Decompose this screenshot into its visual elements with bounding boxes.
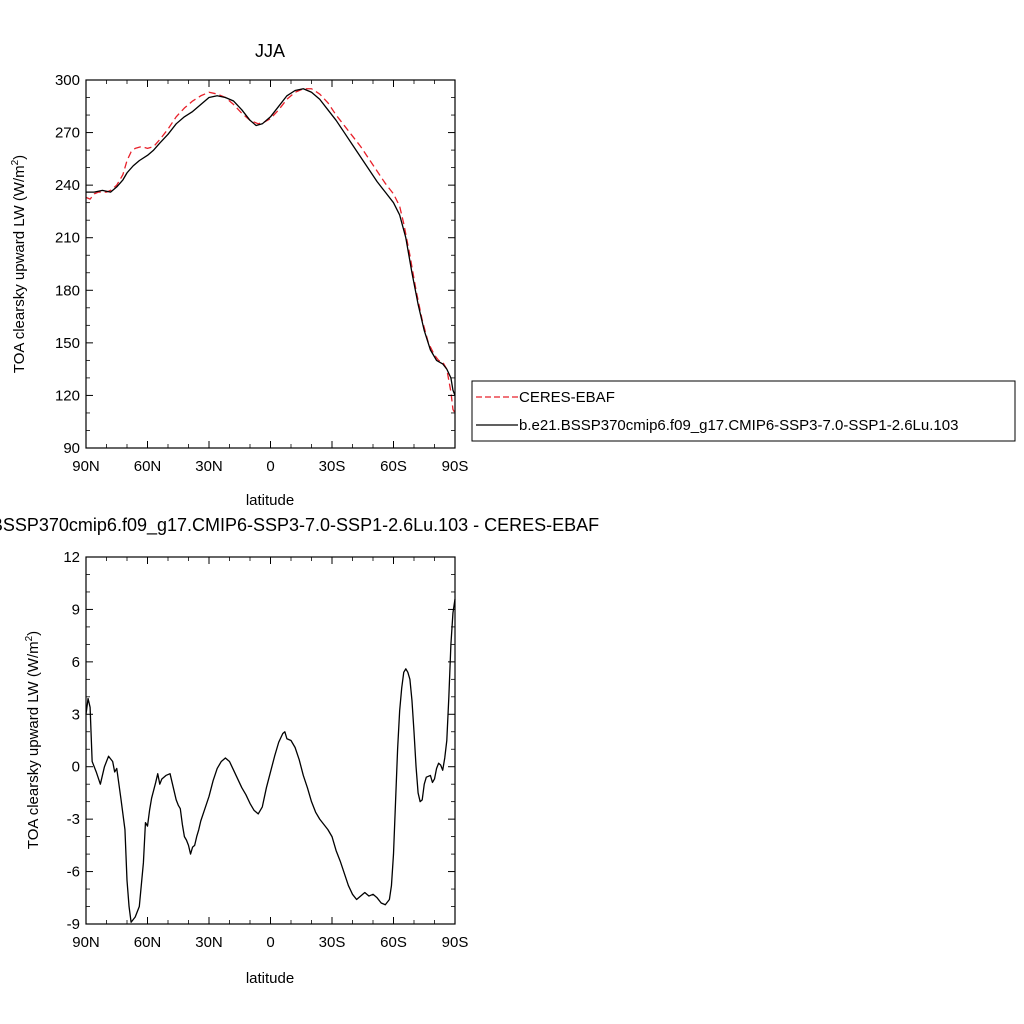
series-line-0-1 [86,88,456,396]
y-tick-label: 240 [55,177,80,194]
legend-label-model: b.e21.BSSP370cmip6.f09_g17.CMIP6-SSP3-7.… [519,417,958,434]
x-tick-label: 30N [195,458,223,475]
legend-frame [471,380,1016,442]
top-chart-title: JJA [255,41,285,61]
y-tick-label: -9 [67,916,80,933]
y-tick-label: 90 [63,440,80,457]
series-line-0-0 [85,88,456,414]
top-plot-area: 90 120 150 180 210 240 270 300 90N 60N 30N 0 30S 60S 9… [55,72,468,475]
top-x-axis-label: latitude [246,492,294,509]
y-tick-label: 300 [55,72,80,89]
top-panel: JJA 90 120 150 180 210 240 270 300 90N 60N 30N 0 30S… [10,41,468,509]
y-tick-label: 6 [72,654,80,671]
x-tick-label: 60N [134,934,162,951]
legend: CERES-EBAF b.e21.BSSP370cmip6.f09_g17.CM… [471,380,1016,442]
bottom-chart-title: b.e21.BSSP370cmip6.f09_g17.CMIP6-SSP3-7.… [0,515,599,536]
y-tick-label: -3 [67,811,80,828]
y-tick-label: 3 [72,706,80,723]
bottom-plot-area: -9 -6 -3 0 3 6 9 12 90N 60N 30N 0 30S 60S 90S [63,549,468,951]
legend-label-ceres: CERES-EBAF [519,389,615,406]
x-tick-label: 60S [380,458,407,475]
x-tick-label: 90S [442,934,469,951]
y-tick-label: 180 [55,282,80,299]
x-tick-label: 90N [72,458,100,475]
x-tick-label: 60N [134,458,162,475]
series-line-1-0 [85,598,456,923]
y-tick-label: 0 [72,759,80,776]
x-tick-label: 60S [380,934,407,951]
bottom-panel: b.e21.BSSP370cmip6.f09_g17.CMIP6-SSP3-7.… [0,515,599,987]
x-tick-label: 30N [195,934,223,951]
top-y-axis-label: TOA clearsky upward LW (W/m2) [10,155,28,373]
bottom-y-axis-label: TOA clearsky upward LW (W/m2) [24,631,42,849]
x-tick-label: 90N [72,934,100,951]
y-tick-label: 270 [55,125,80,142]
plot-frame [85,79,456,449]
x-tick-label: 0 [266,458,274,475]
plot-frame [85,556,456,925]
x-tick-label: 0 [266,934,274,951]
y-tick-label: -6 [67,864,80,881]
y-tick-label: 210 [55,230,80,247]
x-tick-label: 90S [442,458,469,475]
y-tick-label: 150 [55,335,80,352]
y-tick-label: 120 [55,387,80,404]
bottom-x-axis-label: latitude [246,970,294,987]
x-tick-label: 30S [319,458,346,475]
y-tick-label: 12 [63,549,80,566]
x-tick-label: 30S [319,934,346,951]
y-tick-label: 9 [72,601,80,618]
